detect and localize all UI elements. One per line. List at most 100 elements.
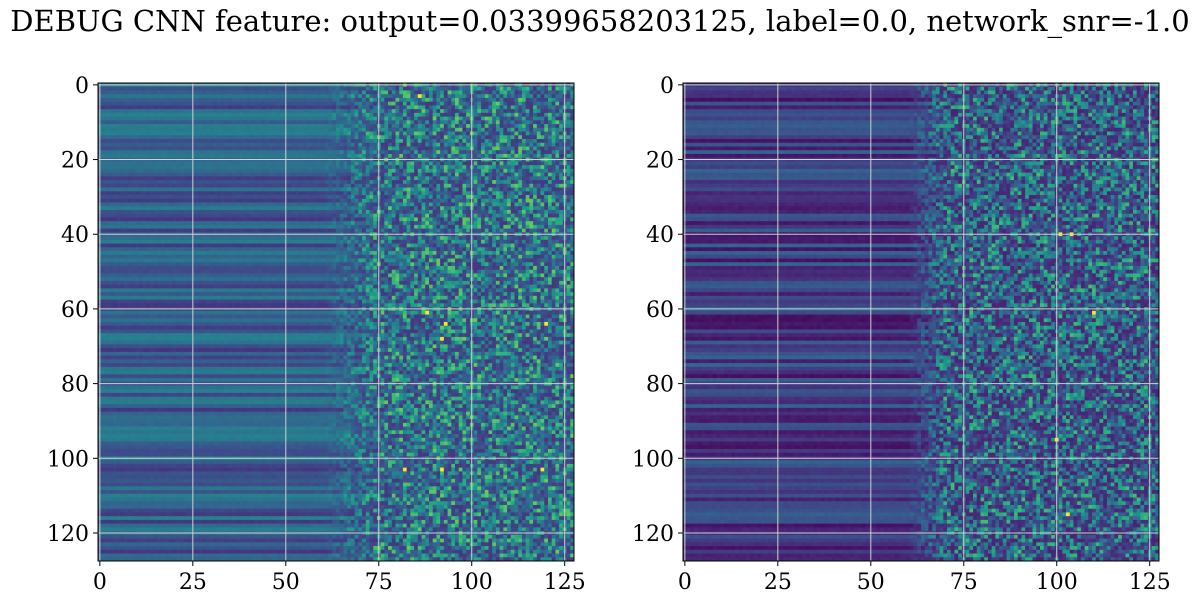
heatmap-cell (414, 191, 419, 196)
heatmap-cell (105, 116, 110, 121)
heatmap-cell (481, 150, 486, 155)
heatmap-cell (220, 161, 225, 166)
heatmap-cell (142, 198, 147, 203)
heatmap-cell (499, 142, 504, 147)
heatmap-cell (313, 213, 318, 218)
heatmap-cell (425, 124, 430, 129)
heatmap-cell (507, 146, 512, 151)
heatmap-cell (168, 213, 173, 218)
heatmap-cell (440, 176, 445, 181)
heatmap-cell (451, 209, 456, 215)
heatmap-cell (254, 120, 259, 125)
heatmap-cell (428, 195, 434, 200)
heatmap-cell (458, 131, 463, 136)
heatmap-cell (131, 168, 136, 174)
heatmap-cell (231, 172, 236, 177)
heatmap-cell (146, 224, 151, 230)
heatmap-cell (231, 86, 236, 91)
heatmap-cell (153, 206, 158, 211)
heatmap-cell (291, 202, 296, 207)
heatmap-cell (183, 180, 188, 185)
heatmap-cell (525, 172, 530, 177)
heatmap-cell (484, 90, 489, 95)
heatmap-cell (343, 135, 348, 140)
heatmap-cell (354, 139, 359, 144)
heatmap-cell (354, 221, 359, 226)
heatmap-cell (369, 165, 374, 170)
heatmap-cell (559, 221, 564, 226)
heatmap-cell (295, 139, 300, 144)
heatmap-cell (109, 90, 114, 95)
heatmap-cell (559, 191, 564, 196)
heatmap-cell (417, 150, 422, 155)
heatmap-cell (257, 94, 263, 99)
heatmap-cell (309, 139, 315, 144)
heatmap-cell (202, 198, 207, 203)
heatmap-cell (105, 86, 110, 91)
heatmap-cell (559, 187, 564, 192)
heatmap-cell (317, 97, 322, 103)
heatmap-cell (484, 105, 489, 110)
heatmap-cell (406, 146, 411, 151)
heatmap-cell (432, 101, 437, 106)
heatmap-cell (306, 183, 311, 188)
heatmap-cell (239, 124, 244, 129)
heatmap-cell (116, 176, 121, 181)
heatmap-cell (265, 153, 270, 159)
heatmap-cell (499, 168, 504, 174)
heatmap-cell (138, 221, 144, 226)
heatmap-cell (228, 165, 233, 170)
heatmap-cell (436, 202, 441, 207)
heatmap-cell (406, 120, 411, 125)
heatmap-cell (269, 180, 274, 185)
heatmap-cell (436, 97, 441, 103)
heatmap-cell (414, 142, 419, 147)
heatmap-cell (313, 90, 318, 95)
heatmap-cell (462, 172, 467, 177)
heatmap-cell (213, 172, 218, 177)
heatmap-cell (194, 206, 199, 211)
heatmap-cell (150, 168, 155, 174)
heatmap-cell (391, 202, 396, 207)
heatmap-cell (566, 101, 571, 106)
heatmap-cell (213, 165, 218, 170)
heatmap-cell (570, 109, 575, 114)
heatmap-cell (265, 217, 270, 222)
heatmap-cell (101, 228, 106, 233)
heatmap-cell (547, 180, 553, 185)
heatmap-cell (440, 221, 445, 226)
heatmap-cell (150, 109, 155, 114)
heatmap-cell (425, 187, 430, 192)
heatmap-cell (213, 109, 218, 114)
heatmap-cell (521, 198, 527, 203)
heatmap-cell (559, 139, 564, 144)
heatmap-cell (291, 168, 296, 174)
heatmap-cell (529, 217, 534, 222)
heatmap-cell (101, 124, 106, 129)
heatmap-cell (298, 209, 303, 215)
heatmap-cell (536, 142, 541, 147)
heatmap-cell (112, 206, 117, 211)
heatmap-cell (421, 195, 426, 200)
heatmap-cell (295, 165, 300, 170)
heatmap-cell (373, 127, 378, 132)
heatmap-cell (458, 172, 463, 177)
heatmap-cell (265, 109, 270, 114)
heatmap-cell (369, 206, 374, 211)
heatmap-cell (481, 198, 486, 203)
heatmap-cell (347, 217, 352, 222)
heatmap-cell (395, 109, 400, 114)
heatmap-cell (507, 221, 512, 226)
heatmap-cell (417, 124, 422, 129)
heatmap-cell (529, 180, 534, 185)
heatmap-cell (131, 116, 136, 121)
heatmap-cell (507, 86, 512, 91)
heatmap-cell (525, 94, 530, 99)
heatmap-cell (209, 224, 214, 230)
heatmap-cell (187, 213, 192, 218)
heatmap-cell (105, 142, 110, 147)
heatmap-cell (477, 109, 482, 114)
heatmap-cell (276, 153, 281, 159)
heatmap-cell (432, 183, 437, 188)
heatmap-cell (150, 90, 155, 95)
